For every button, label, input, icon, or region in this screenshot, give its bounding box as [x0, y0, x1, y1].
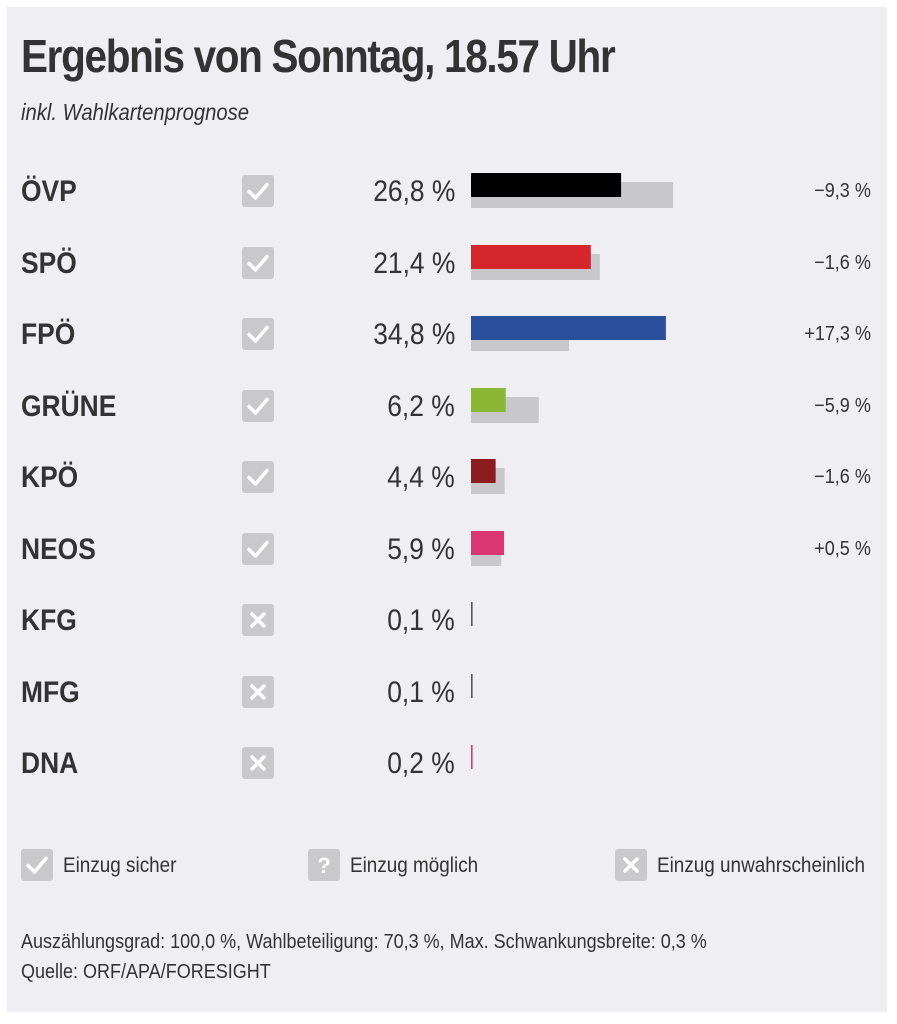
bar-group [471, 745, 473, 769]
party-name: DNA [21, 747, 79, 780]
check-icon [21, 849, 53, 881]
percentage-label: 34,8 % [372, 318, 455, 351]
check-icon [242, 246, 274, 279]
party-name: MFG [21, 675, 80, 709]
percentage-label: 21,4 % [372, 246, 455, 280]
result-row: SPÖ 21,4 % −1,6 % [7, 235, 887, 295]
bar-group [471, 316, 666, 351]
footer-stats: Auszählungsgrad: 100,0 %, Wahlbeteiligun… [21, 931, 707, 953]
question-icon: ? [308, 849, 340, 881]
result-bar [471, 173, 622, 197]
bar-group [471, 459, 505, 494]
bar-group [471, 173, 674, 208]
svg-text:?: ? [317, 853, 330, 878]
legend-label: Einzug unwahrscheinlich [657, 854, 866, 877]
check-icon [242, 389, 274, 422]
party-name: FPÖ [21, 318, 76, 351]
chart-title: Ergebnis von Sonntag, 18.57 Uhr [21, 30, 616, 82]
result-row: FPÖ 34,8 % +17,3 % [7, 306, 887, 366]
result-bar [471, 673, 473, 698]
bar-group [471, 673, 473, 698]
bar-group [471, 244, 600, 280]
change-label: −1,6 % [814, 466, 871, 488]
result-bar [471, 745, 473, 769]
result-bar [471, 244, 591, 269]
change-label: −5,9 % [814, 394, 871, 417]
legend-label: Einzug möglich [350, 854, 479, 877]
percentage-label: 0,1 % [387, 675, 455, 709]
cross-icon [615, 849, 647, 881]
party-name: ÖVP [21, 175, 77, 208]
change-label: −1,6 % [814, 251, 871, 274]
result-row: DNA 0,2 % [7, 735, 887, 795]
party-name: GRÜNE [21, 389, 117, 423]
percentage-label: 5,9 % [387, 532, 455, 566]
result-row: MFG 0,1 % [7, 664, 887, 724]
results-card: Ergebnis von Sonntag, 18.57 Uhr inkl. Wa… [7, 7, 887, 1012]
percentage-label: 0,2 % [387, 747, 455, 780]
result-bar [471, 602, 473, 626]
percentage-label: 26,8 % [372, 175, 455, 208]
check-icon [242, 175, 274, 207]
cross-icon [242, 747, 274, 779]
result-bar [471, 459, 496, 483]
percentage-label: 0,1 % [387, 604, 455, 637]
change-label: −9,3 % [814, 180, 871, 202]
result-bar [471, 530, 505, 555]
party-name: KPÖ [21, 461, 79, 494]
change-label: +0,5 % [814, 537, 871, 560]
result-row: NEOS 5,9 % +0,5 % [7, 521, 887, 581]
bar-group [471, 387, 539, 423]
percentage-label: 4,4 % [387, 461, 455, 494]
cross-icon [242, 604, 274, 636]
bar-group [471, 530, 505, 566]
cross-icon [242, 675, 274, 708]
chart-subtitle: inkl. Wahlkartenprognose [21, 99, 250, 125]
result-row: GRÜNE 6,2 % −5,9 % [7, 378, 887, 438]
percentage-label: 6,2 % [387, 389, 455, 423]
party-name: KFG [21, 604, 77, 637]
result-row: KFG 0,1 % [7, 592, 887, 652]
check-icon [242, 461, 274, 493]
result-row: ÖVP 26,8 % −9,3 % [7, 163, 887, 223]
footer-source: Quelle: ORF/APA/FORESIGHT [21, 961, 271, 983]
legend-label: Einzug sicher [63, 854, 177, 877]
party-name: NEOS [21, 532, 96, 566]
party-name: SPÖ [21, 246, 77, 280]
check-icon [242, 532, 274, 565]
result-bar [471, 316, 666, 340]
result-row: KPÖ 4,4 % −1,6 % [7, 449, 887, 509]
result-bar [471, 387, 506, 412]
bar-group [471, 602, 473, 626]
change-label: +17,3 % [804, 323, 871, 345]
check-icon [242, 318, 274, 350]
